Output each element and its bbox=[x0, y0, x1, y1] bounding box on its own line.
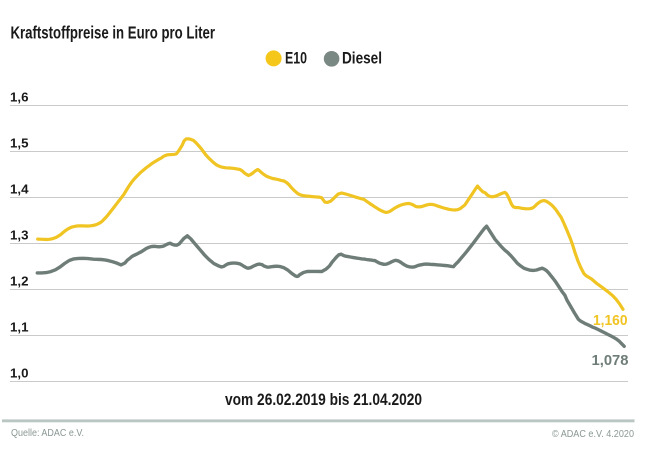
svg-text:1,0: 1,0 bbox=[10, 366, 29, 380]
svg-text:Diesel: Diesel bbox=[342, 50, 382, 68]
svg-text:1,078: 1,078 bbox=[592, 352, 629, 369]
svg-text:1,5: 1,5 bbox=[10, 136, 29, 150]
svg-text:Quelle: ADAC e.V.: Quelle: ADAC e.V. bbox=[11, 428, 84, 439]
svg-text:E10: E10 bbox=[285, 50, 307, 68]
svg-text:1,2: 1,2 bbox=[10, 274, 29, 288]
svg-text:1,1: 1,1 bbox=[10, 320, 29, 334]
svg-text:© ADAC e.V. 4.2020: © ADAC e.V. 4.2020 bbox=[552, 428, 634, 440]
svg-text:1,3: 1,3 bbox=[10, 228, 29, 242]
svg-text:1,6: 1,6 bbox=[10, 90, 29, 104]
svg-text:Kraftstoffpreise in Euro pro L: Kraftstoffpreise in Euro pro Liter bbox=[11, 23, 216, 43]
svg-text:1,160: 1,160 bbox=[593, 312, 628, 329]
svg-text:1,4: 1,4 bbox=[10, 182, 29, 196]
svg-text:vom 26.02.2019 bis 21.04.2020: vom 26.02.2019 bis 21.04.2020 bbox=[225, 391, 422, 409]
